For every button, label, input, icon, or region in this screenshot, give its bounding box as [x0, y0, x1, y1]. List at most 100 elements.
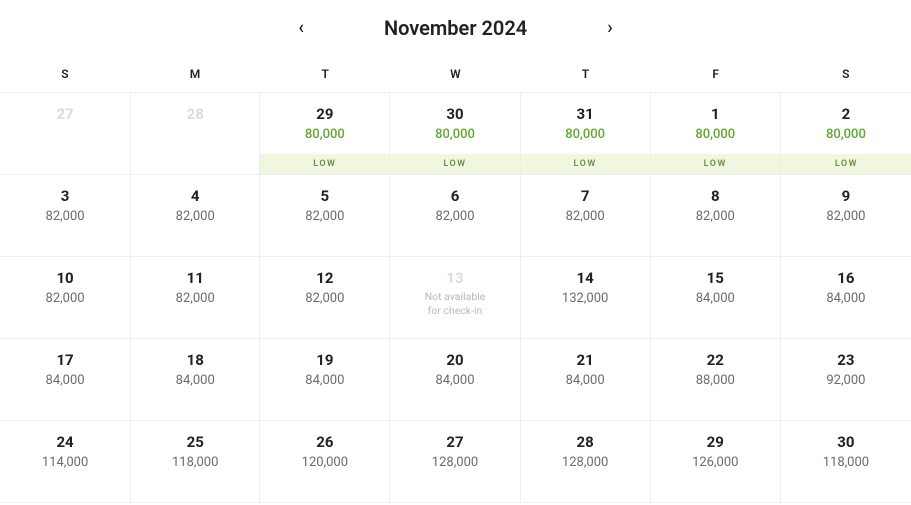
calendar-day-cell[interactable]: 5 82,000 [260, 175, 390, 257]
day-price: 82,000 [46, 291, 85, 306]
weekday-header-row: S M T W T F S [0, 56, 911, 92]
day-price: 82,000 [46, 209, 85, 224]
day-number: 6 [451, 187, 460, 205]
day-number: 4 [191, 187, 200, 205]
calendar-day-cell[interactable]: 180,000LOW [651, 93, 781, 175]
calendar-day-cell[interactable]: 24114,000 [0, 421, 130, 503]
day-number: 13 [446, 269, 463, 287]
low-label: LOW [443, 159, 466, 169]
calendar-day-cell[interactable]: 21 84,000 [521, 339, 651, 421]
day-number: 16 [837, 269, 854, 287]
calendar-day-cell[interactable]: 28 128,000 [521, 421, 651, 503]
calendar-day-cell[interactable]: 2084,000 [390, 339, 520, 421]
day-price: 82,000 [305, 209, 344, 224]
low-label: LOW [835, 159, 858, 169]
day-number: 5 [321, 187, 330, 205]
low-label: LOW [574, 159, 597, 169]
day-price: 128,000 [562, 455, 608, 470]
day-price: 80,000 [435, 127, 475, 142]
calendar-day-cell[interactable]: 13 Not availablefor check-in [390, 257, 520, 339]
calendar-day-cell[interactable]: 9 82,000 [781, 175, 911, 257]
day-price: 132,000 [562, 291, 608, 306]
day-number: 30 [446, 105, 463, 123]
calendar-day-cell[interactable]: 1784,000 [0, 339, 130, 421]
calendar-day-cell[interactable]: 682,000 [390, 175, 520, 257]
weekday-label: S [781, 67, 911, 81]
day-number: 9 [842, 187, 851, 205]
day-price: 84,000 [826, 291, 865, 306]
day-number: 23 [837, 351, 854, 369]
day-price: 88,000 [696, 373, 735, 388]
calendar-day-cell[interactable]: 782,000 [521, 175, 651, 257]
calendar-day-cell[interactable]: 3180,000LOW [521, 93, 651, 175]
day-price: 82,000 [176, 209, 215, 224]
day-number: 27 [56, 105, 73, 123]
price-calendar: ‹ November 2024 › S M T W T F S 27282980… [0, 0, 911, 503]
calendar-day-cell[interactable]: 3 82,000 [0, 175, 130, 257]
day-price: 84,000 [435, 373, 474, 388]
next-month-button[interactable]: › [607, 19, 612, 37]
calendar-day-cell[interactable]: 27 [0, 93, 130, 175]
calendar-header: ‹ November 2024 › [0, 0, 911, 56]
day-price: 84,000 [696, 291, 735, 306]
calendar-grid: 27282980,000LOW3080,000LOW3180,000LOW180… [0, 92, 911, 503]
day-number: 3 [61, 187, 70, 205]
weekday-label: S [0, 67, 130, 81]
low-price-strip: LOW [521, 154, 650, 174]
weekday-label: T [521, 67, 651, 81]
day-number: 7 [581, 187, 590, 205]
calendar-day-cell[interactable]: 16 84,000 [781, 257, 911, 339]
calendar-day-cell[interactable]: 10 82,000 [0, 257, 130, 339]
day-price: 80,000 [305, 127, 345, 142]
calendar-day-cell[interactable]: 23 92,000 [781, 339, 911, 421]
day-price: 118,000 [823, 455, 869, 470]
day-number: 19 [316, 351, 333, 369]
weekday-label: W [390, 67, 520, 81]
day-price: 126,000 [692, 455, 738, 470]
calendar-day-cell[interactable]: 25118,000 [130, 421, 260, 503]
calendar-day-cell[interactable]: 2 80,000 LOW [781, 93, 911, 175]
calendar-day-cell[interactable]: 4 82,000 [130, 175, 260, 257]
calendar-day-cell[interactable]: 29 126,000 [651, 421, 781, 503]
calendar-day-cell[interactable]: 882,000 [651, 175, 781, 257]
day-number: 2 [842, 105, 851, 123]
day-number: 8 [711, 187, 720, 205]
day-price: 84,000 [566, 373, 605, 388]
calendar-day-cell[interactable]: 27128,000 [390, 421, 520, 503]
day-price: 80,000 [826, 127, 866, 142]
day-number: 28 [577, 433, 594, 451]
day-number: 30 [837, 433, 854, 451]
day-number: 10 [56, 269, 73, 287]
calendar-day-cell[interactable]: 30 118,000 [781, 421, 911, 503]
low-price-strip: LOW [651, 154, 780, 174]
unavailable-message: Not availablefor check-in [425, 290, 486, 317]
calendar-day-cell[interactable]: 1884,000 [130, 339, 260, 421]
weekday-label: T [260, 67, 390, 81]
weekday-label: M [130, 67, 260, 81]
prev-month-button[interactable]: ‹ [298, 19, 304, 37]
calendar-day-cell[interactable]: 1584,000 [651, 257, 781, 339]
low-label: LOW [313, 159, 336, 169]
calendar-day-cell[interactable]: 19 84,000 [260, 339, 390, 421]
day-price: 82,000 [826, 209, 865, 224]
calendar-day-cell[interactable]: 28 [130, 93, 260, 175]
day-price: 92,000 [826, 373, 865, 388]
calendar-day-cell[interactable]: 2288,000 [651, 339, 781, 421]
calendar-day-cell[interactable]: 30 80,000 LOW [390, 93, 520, 175]
calendar-day-cell[interactable]: 2980,000LOW [260, 93, 390, 175]
day-price: 128,000 [432, 455, 478, 470]
day-number: 25 [187, 433, 204, 451]
day-price: 114,000 [42, 455, 88, 470]
day-number: 28 [187, 105, 204, 123]
calendar-day-cell[interactable]: 1182,000 [130, 257, 260, 339]
day-price: 84,000 [305, 373, 344, 388]
day-number: 12 [316, 269, 333, 287]
day-price: 84,000 [176, 373, 215, 388]
calendar-day-cell[interactable]: 26120,000 [260, 421, 390, 503]
calendar-day-cell[interactable]: 14132,000 [521, 257, 651, 339]
day-number: 1 [711, 105, 720, 123]
low-label: LOW [704, 159, 727, 169]
calendar-day-cell[interactable]: 1282,000 [260, 257, 390, 339]
day-number: 21 [577, 351, 594, 369]
day-number: 29 [707, 433, 724, 451]
